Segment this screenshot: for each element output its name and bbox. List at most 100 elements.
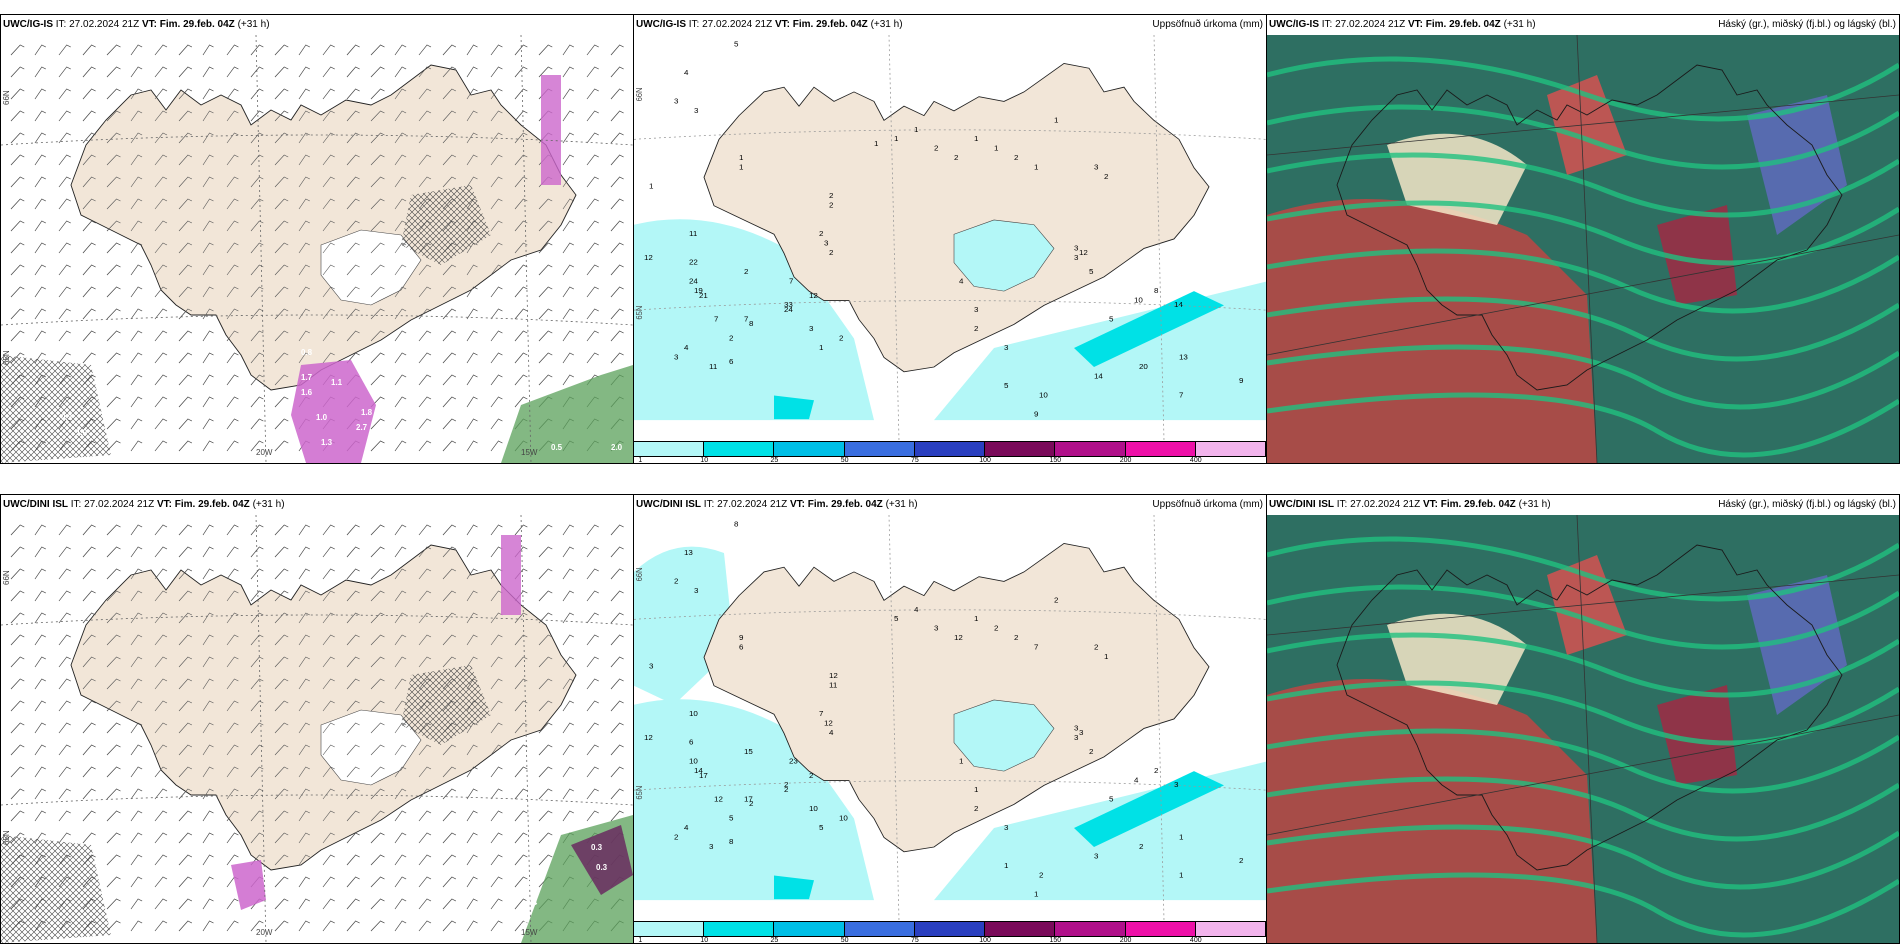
wind-barb bbox=[394, 832, 407, 844]
wind-barb bbox=[106, 396, 121, 408]
wind-barb bbox=[154, 374, 168, 386]
wind-barb bbox=[130, 198, 143, 210]
wind-barb bbox=[538, 524, 553, 536]
wind-barb bbox=[226, 352, 239, 364]
wind-barb bbox=[58, 546, 71, 558]
wind-barb bbox=[370, 898, 385, 910]
wind-barb bbox=[514, 264, 528, 276]
wind-barb bbox=[538, 66, 553, 78]
wind-barb bbox=[58, 220, 71, 232]
wind-barb bbox=[154, 524, 168, 536]
wind-barb bbox=[322, 546, 335, 558]
wind-barb bbox=[58, 678, 71, 690]
wind-barb bbox=[274, 440, 289, 452]
wind-barb bbox=[226, 440, 239, 452]
wind-barb bbox=[178, 44, 193, 56]
wind-barb bbox=[610, 590, 624, 602]
valid-time: Fim. 29.feb. 04Z bbox=[807, 499, 883, 510]
wind-barb bbox=[586, 766, 599, 778]
wind-barb bbox=[10, 110, 25, 122]
wind-barb bbox=[490, 524, 503, 536]
wind-barb bbox=[538, 374, 553, 386]
wind-barb bbox=[178, 876, 193, 888]
wind-barb bbox=[58, 810, 71, 822]
wind-barb bbox=[106, 418, 121, 430]
wind-barb bbox=[370, 154, 385, 166]
wind-barb bbox=[442, 440, 457, 452]
wind-barb bbox=[610, 524, 624, 536]
wind-barb bbox=[154, 546, 168, 558]
wind-barb bbox=[154, 788, 168, 800]
wind-barb bbox=[106, 744, 121, 756]
wind-barb bbox=[106, 722, 121, 734]
wind-barb bbox=[490, 700, 503, 712]
wind-barb bbox=[154, 220, 168, 232]
wind-barb bbox=[154, 418, 168, 430]
wind-barb bbox=[274, 198, 289, 210]
wind-barb bbox=[10, 308, 25, 320]
wind-barb bbox=[274, 66, 289, 78]
wind-barb bbox=[586, 110, 599, 122]
wind-barb bbox=[250, 634, 264, 646]
wind-barb bbox=[130, 788, 143, 800]
wind-barb bbox=[178, 66, 193, 78]
low-cloud-contour bbox=[1267, 824, 1899, 890]
wind-barb bbox=[58, 352, 71, 364]
wind-barb bbox=[202, 634, 214, 646]
wind-barb bbox=[178, 678, 193, 690]
wind-barb bbox=[226, 220, 239, 232]
wind-barb bbox=[298, 656, 310, 668]
precip-amount-label: 9 bbox=[1034, 410, 1038, 419]
wind-barb bbox=[490, 634, 503, 646]
colorbar-tick-label: 10 bbox=[700, 937, 709, 944]
wind-barb bbox=[226, 132, 239, 144]
precip-amount-label: 2 bbox=[839, 334, 843, 343]
weather-map-clouds bbox=[1267, 35, 1899, 463]
wind-barb bbox=[250, 198, 264, 210]
wind-barb bbox=[58, 700, 71, 712]
wind-barb bbox=[154, 418, 168, 430]
wind-barb bbox=[418, 88, 432, 100]
wind-barb bbox=[250, 524, 264, 536]
precip-amount-label: 5 bbox=[819, 823, 823, 832]
lead-time: (+31 h) bbox=[1518, 499, 1551, 510]
wind-barb bbox=[394, 920, 407, 932]
wind-barb bbox=[106, 898, 121, 910]
wind-barb bbox=[514, 352, 528, 364]
wind-barb bbox=[538, 546, 553, 558]
wind-barb bbox=[226, 330, 239, 342]
wind-barb bbox=[58, 242, 71, 254]
wind-barb bbox=[298, 832, 310, 844]
wind-barb bbox=[58, 722, 71, 734]
wind-barb bbox=[442, 634, 457, 646]
wind-barb bbox=[562, 612, 574, 624]
wind-barb bbox=[490, 722, 503, 734]
wind-barb bbox=[322, 546, 335, 558]
wind-barb bbox=[466, 418, 478, 430]
precip-amount-label: 12 bbox=[644, 733, 653, 742]
wind-barb bbox=[610, 154, 624, 166]
wind-barb bbox=[106, 88, 121, 100]
colorbar-tick-label: 400 bbox=[1189, 457, 1202, 464]
wind-barb bbox=[490, 396, 503, 408]
wind-barb bbox=[58, 656, 71, 668]
wind-barb bbox=[82, 744, 96, 756]
wind-barb bbox=[394, 440, 407, 452]
wind-barb bbox=[130, 88, 143, 100]
wind-barb bbox=[202, 744, 214, 756]
wind-barb bbox=[490, 810, 503, 822]
precip-amount-label: 21 bbox=[699, 291, 708, 300]
wind-barb bbox=[130, 854, 143, 866]
wind-barb bbox=[82, 110, 96, 122]
wind-barb bbox=[562, 308, 574, 320]
wind-barb bbox=[586, 352, 599, 364]
wind-barb bbox=[322, 766, 335, 778]
wind-barb bbox=[562, 700, 574, 712]
wind-barb bbox=[610, 612, 624, 624]
wind-barb bbox=[298, 612, 310, 624]
low-cloud-contour bbox=[1267, 392, 1899, 458]
wind-barb bbox=[250, 88, 264, 100]
wind-barb bbox=[490, 920, 503, 932]
model-name: UWC/DINI ISL bbox=[3, 499, 68, 510]
wind-barb bbox=[394, 66, 407, 78]
